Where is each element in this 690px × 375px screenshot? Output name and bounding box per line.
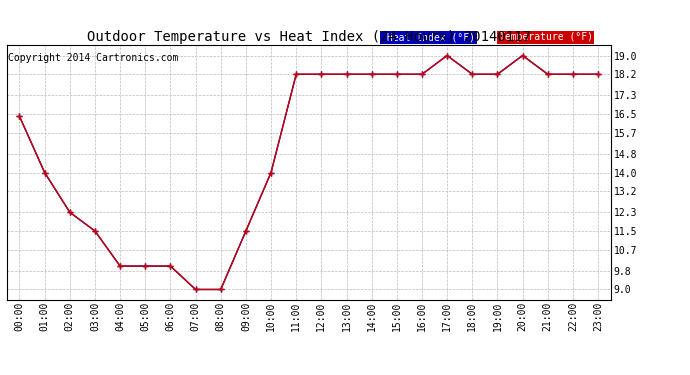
Text: Heat Index (°F): Heat Index (°F) [381, 33, 475, 42]
Text: Temperature (°F): Temperature (°F) [499, 33, 593, 42]
Title: Outdoor Temperature vs Heat Index (24 Hours) 20140117: Outdoor Temperature vs Heat Index (24 Ho… [87, 30, 531, 44]
Text: Copyright 2014 Cartronics.com: Copyright 2014 Cartronics.com [8, 53, 179, 63]
